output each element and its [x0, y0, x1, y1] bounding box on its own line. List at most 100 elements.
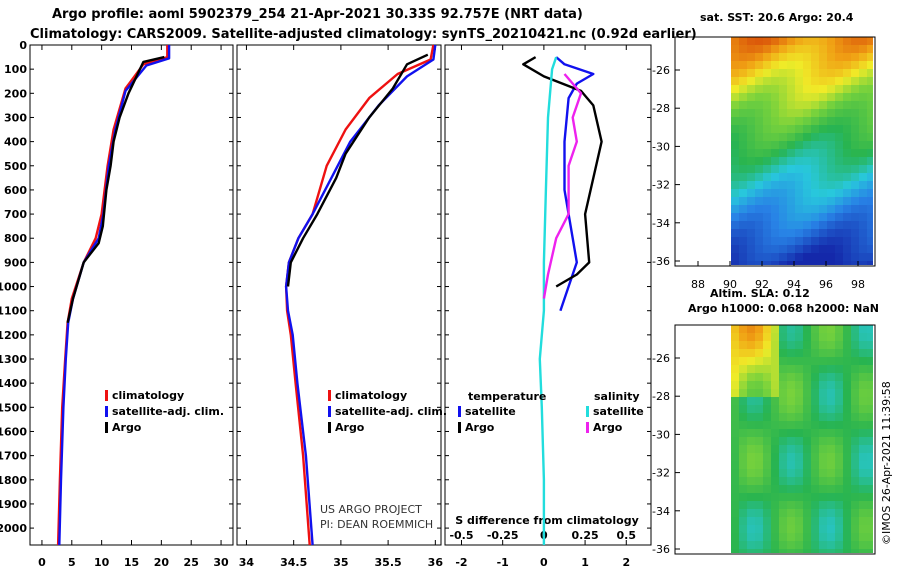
map-cell [747, 405, 755, 413]
map-cell [731, 237, 739, 245]
lon-tick-label: 98 [851, 278, 865, 291]
map-cell [787, 101, 795, 109]
map-cell [859, 253, 867, 261]
map-cell [747, 77, 755, 85]
map-cell [827, 533, 835, 541]
map-cell [803, 245, 811, 253]
map-cell [779, 325, 787, 333]
credit-pi: PI: DEAN ROEMMICH [320, 518, 434, 531]
map-cell [827, 325, 835, 333]
map-cell [747, 453, 755, 461]
map-cell [835, 437, 843, 445]
lat-tick-label: -30 [652, 428, 670, 441]
map-cell [747, 229, 755, 237]
map-cell [763, 149, 771, 157]
map-cell [779, 213, 787, 221]
depth-tick-label: 1600 [0, 425, 27, 438]
map-cell [803, 325, 811, 333]
map-cell [771, 245, 779, 253]
map-cell [787, 445, 795, 453]
map-cell [747, 261, 755, 265]
map-cell [771, 37, 779, 45]
map-cell [819, 333, 827, 341]
map-cell [835, 93, 843, 101]
map-cell [851, 493, 859, 501]
depth-tick-label: 1900 [0, 498, 27, 511]
map-cell [763, 45, 771, 53]
map-cell [803, 509, 811, 517]
credit-project: US ARGO PROJECT [320, 503, 422, 516]
map-cell [771, 389, 779, 397]
map-cell [811, 189, 819, 197]
map-cell [803, 349, 811, 357]
map-cell [803, 381, 811, 389]
map-cell [867, 509, 873, 517]
map-cell [795, 469, 803, 477]
map-cell [827, 253, 835, 261]
map-cell [779, 197, 787, 205]
map-cell [795, 85, 803, 93]
map-cell [827, 165, 835, 173]
map-cell [739, 373, 747, 381]
map-cell [779, 501, 787, 509]
map-cell [867, 389, 873, 397]
lat-tick-label: -28 [652, 390, 670, 403]
map-cell [811, 469, 819, 477]
map-cell [803, 141, 811, 149]
sdiff-tick-label: -0.25 [487, 529, 519, 542]
map-cell [779, 421, 787, 429]
map-cell [811, 133, 819, 141]
map-cell [779, 477, 787, 485]
map-cell [731, 221, 739, 229]
map-cell [843, 173, 851, 181]
map-cell [867, 469, 873, 477]
map-cell [763, 189, 771, 197]
map-cell [835, 525, 843, 533]
map-cell [819, 93, 827, 101]
map-cell [851, 37, 859, 45]
map-cell [731, 45, 739, 53]
lat-tick-label: -32 [652, 467, 670, 480]
map-cell [835, 197, 843, 205]
map-cell [763, 117, 771, 125]
map-cell [811, 389, 819, 397]
map-cell [771, 45, 779, 53]
map-cell [731, 413, 739, 421]
map-cell [851, 325, 859, 333]
map-cell [779, 253, 787, 261]
map-cell [835, 261, 843, 265]
map-cell [843, 517, 851, 525]
map-cell [859, 501, 867, 509]
map-cell [811, 397, 819, 405]
map-cell [771, 437, 779, 445]
map-cell [843, 549, 851, 553]
map-cell [843, 485, 851, 493]
map-cell [819, 69, 827, 77]
map-cell [747, 469, 755, 477]
map-cell [835, 133, 843, 141]
map-cell [795, 197, 803, 205]
map-cell [811, 477, 819, 485]
map-cell [787, 205, 795, 213]
map-cell [747, 189, 755, 197]
series-line-0-2 [66, 55, 165, 324]
map-cell [827, 69, 835, 77]
map-cell [795, 245, 803, 253]
map-cell [755, 61, 763, 69]
map-cell [827, 213, 835, 221]
map-cell [787, 421, 795, 429]
map-cell [747, 365, 755, 373]
map-cell [819, 77, 827, 85]
map-cell [819, 53, 827, 61]
map-cell [787, 405, 795, 413]
x-tick-label: 30 [213, 556, 229, 569]
map-cell [835, 357, 843, 365]
map-cell [731, 197, 739, 205]
map-cell [787, 397, 795, 405]
map-cell [755, 53, 763, 61]
map-cell [731, 165, 739, 173]
map-cell [763, 229, 771, 237]
map-cell [835, 397, 843, 405]
depth-tick-label: 200 [4, 87, 27, 100]
